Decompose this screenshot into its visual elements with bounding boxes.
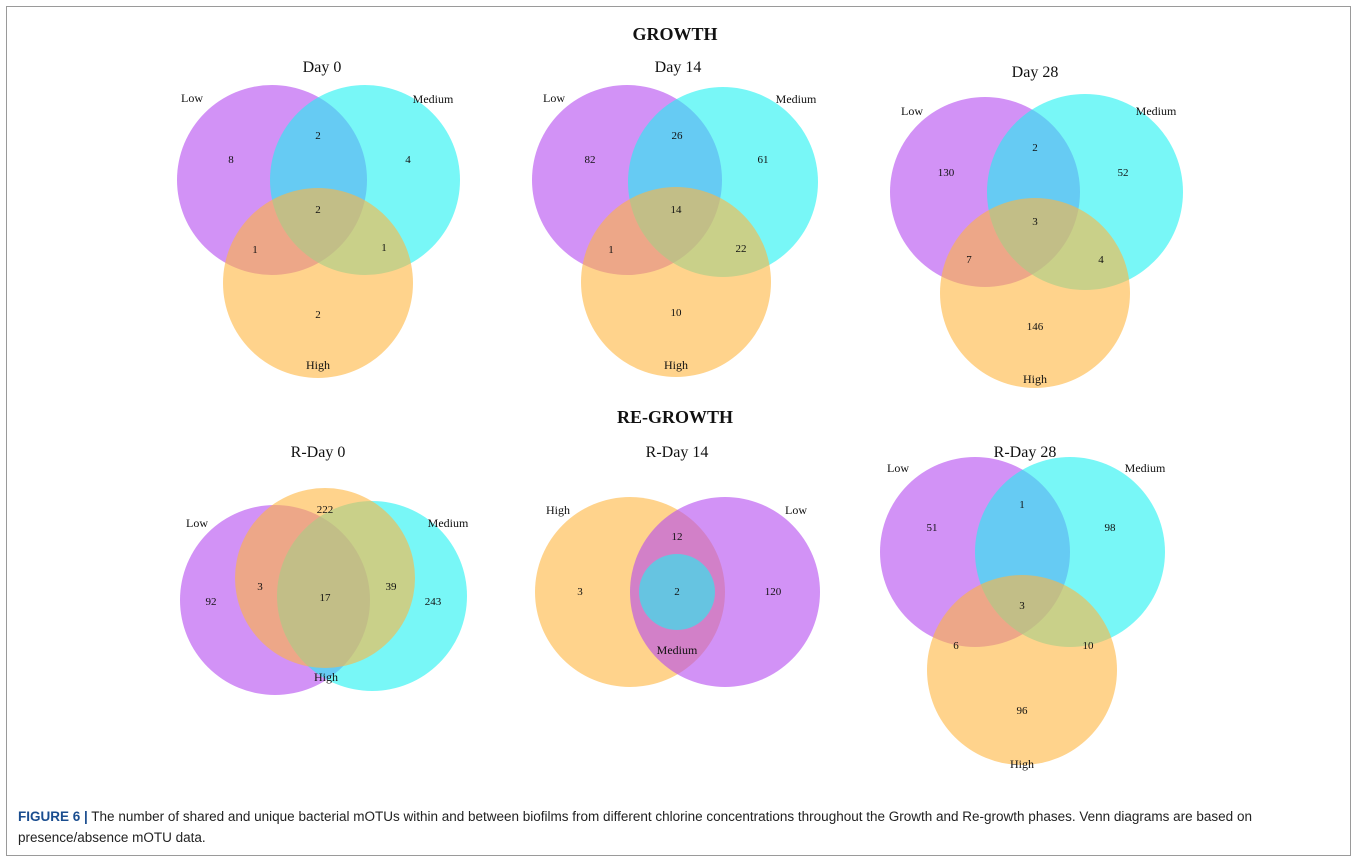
count-all: 3 — [1019, 600, 1025, 612]
panel-title: R-Day 0 — [291, 444, 346, 461]
panel-title: R-Day 14 — [646, 444, 709, 461]
count-low-only: 130 — [938, 167, 955, 179]
label-medium: Medium — [428, 516, 469, 530]
panel-title: R-Day 28 — [994, 444, 1057, 461]
count-low-medium: 2 — [315, 130, 321, 142]
count-all: 3 — [1032, 216, 1038, 228]
set-high — [581, 187, 771, 377]
label-medium: Medium — [657, 643, 698, 657]
regrowth-title: RE-GROWTH — [617, 407, 733, 427]
label-high: High — [664, 358, 688, 372]
count-medium-high: 39 — [386, 581, 398, 593]
venn-day-28: Day 28 Low Medium High 130 52 146 2 7 4 … — [890, 64, 1183, 388]
venn-r-day-14: R-Day 14 High Low Medium 3 12 2 120 — [535, 444, 820, 687]
panel-title: Day 0 — [303, 59, 342, 76]
count-low-high: 1 — [252, 244, 258, 256]
set-high — [940, 198, 1130, 388]
count-low-medium: 26 — [672, 130, 684, 142]
count-low-high: 6 — [953, 640, 959, 652]
count-low-only: 120 — [765, 586, 782, 598]
count-high-only: 3 — [577, 586, 583, 598]
venn-r-day-28: R-Day 28 Low Medium High 51 98 96 1 6 10… — [880, 444, 1166, 771]
label-medium: Medium — [1136, 104, 1177, 118]
count-low-only: 51 — [927, 522, 938, 534]
count-high-only: 96 — [1017, 705, 1029, 717]
count-low-medium: 2 — [1032, 142, 1038, 154]
count-medium-only: 243 — [425, 596, 442, 608]
panel-title: Day 28 — [1012, 64, 1059, 81]
count-medium-only: 52 — [1118, 167, 1129, 179]
count-low-only: 92 — [206, 596, 217, 608]
label-low: Low — [887, 461, 909, 475]
label-high: High — [306, 358, 330, 372]
label-high: High — [314, 670, 338, 684]
count-all: 14 — [671, 204, 683, 216]
set-medium — [639, 554, 715, 630]
count-all: 17 — [320, 592, 332, 604]
count-low-high: 3 — [257, 581, 263, 593]
growth-title: GROWTH — [632, 24, 717, 44]
count-medium-high: 10 — [1083, 640, 1095, 652]
count-high-only: 2 — [315, 309, 321, 321]
label-medium: Medium — [413, 92, 454, 106]
venn-day-0: Day 0 Low Medium High 8 4 2 2 1 1 2 — [177, 59, 460, 378]
label-high: High — [1010, 757, 1034, 771]
count-low-high: 1 — [608, 244, 614, 256]
label-low: Low — [181, 91, 203, 105]
count-medium-only: 98 — [1105, 522, 1117, 534]
count-high-low: 12 — [672, 531, 683, 543]
label-low: Low — [186, 516, 208, 530]
count-all: 2 — [674, 586, 680, 598]
panel-title: Day 14 — [655, 59, 702, 76]
venn-day-14: Day 14 Low Medium High 82 61 10 26 1 22 … — [532, 59, 818, 377]
set-high — [235, 488, 415, 668]
count-medium-only: 4 — [405, 154, 411, 166]
label-low: Low — [543, 91, 565, 105]
count-low-only: 8 — [228, 154, 234, 166]
label-medium: Medium — [776, 92, 817, 106]
count-low-medium: 1 — [1019, 499, 1025, 511]
count-medium-only: 61 — [758, 154, 769, 166]
label-high: High — [1023, 372, 1047, 386]
set-low — [630, 497, 820, 687]
caption-lead: FIGURE 6 | — [18, 809, 88, 824]
count-high-only: 146 — [1027, 321, 1044, 333]
count-medium-high: 22 — [736, 243, 747, 255]
count-medium-high: 1 — [381, 242, 387, 254]
caption-text: The number of shared and unique bacteria… — [18, 809, 1252, 845]
count-low-only: 82 — [585, 154, 596, 166]
count-low-high: 7 — [966, 254, 972, 266]
count-medium-high: 4 — [1098, 254, 1104, 266]
label-high: High — [546, 503, 570, 517]
venn-r-day-0: R-Day 0 Low Medium High 92 222 243 3 17 … — [180, 444, 469, 695]
label-low: Low — [785, 503, 807, 517]
set-high — [927, 575, 1117, 765]
count-high-only: 222 — [317, 504, 334, 516]
set-high — [223, 188, 413, 378]
count-high-only: 10 — [671, 307, 683, 319]
count-all: 2 — [315, 204, 321, 216]
label-low: Low — [901, 104, 923, 118]
figure-caption: FIGURE 6 | The number of shared and uniq… — [18, 806, 1338, 848]
label-medium: Medium — [1125, 461, 1166, 475]
